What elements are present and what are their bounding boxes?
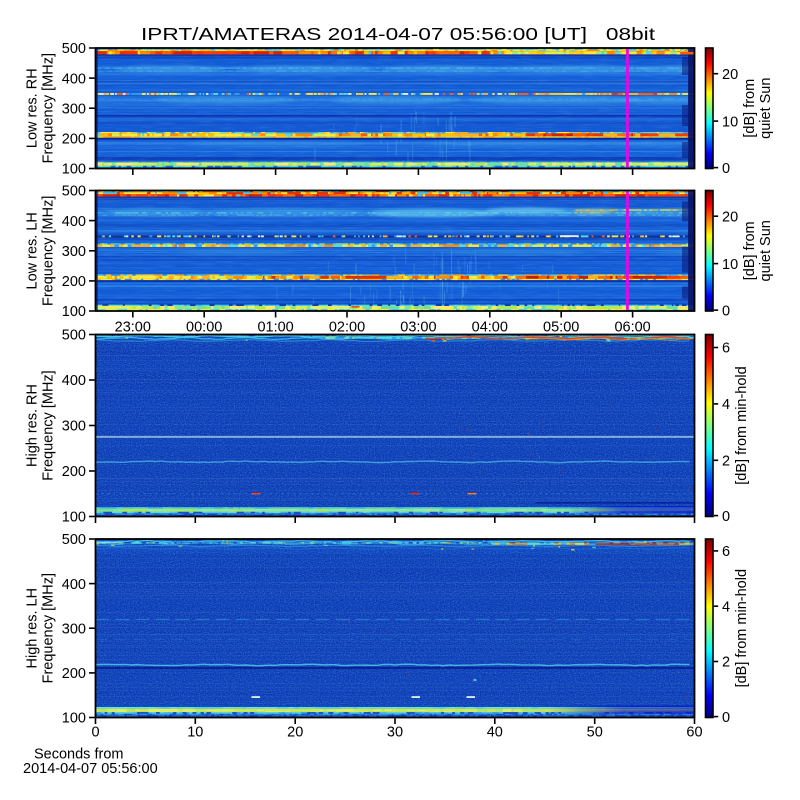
svg-text:Frequency [MHz]: Frequency [MHz] [41,196,57,306]
svg-text:300: 300 [62,102,86,118]
svg-text:4: 4 [722,599,730,615]
svg-text:0: 0 [722,710,730,726]
svg-text:6: 6 [722,341,730,357]
svg-text:2: 2 [722,454,730,470]
svg-text:0: 0 [722,509,730,525]
svg-text:Frequency [MHz]: Frequency [MHz] [41,53,57,163]
svg-text:[dB] from min-hold: [dB] from min-hold [734,569,750,687]
svg-text:05:00: 05:00 [543,320,579,336]
svg-text:4: 4 [722,397,730,413]
svg-text:20: 20 [287,725,303,741]
svg-text:500: 500 [62,41,86,57]
svg-text:100: 100 [62,162,86,178]
svg-text:500: 500 [62,184,86,200]
svg-text:500: 500 [62,532,86,548]
svg-text:01:00: 01:00 [257,320,293,336]
svg-text:quiet Sun: quiet Sun [758,78,774,139]
svg-text:Seconds from: Seconds from [34,747,123,763]
svg-text:200: 200 [62,132,86,148]
svg-text:40: 40 [487,725,503,741]
svg-text:100: 100 [62,711,86,727]
svg-text:30: 30 [387,725,403,741]
svg-text:60: 60 [686,725,702,741]
svg-text:High res. LH: High res. LH [25,588,41,669]
svg-text:50: 50 [587,725,603,741]
svg-text:20: 20 [722,209,738,225]
svg-text:04:00: 04:00 [472,320,508,336]
svg-text:Low res. LH: Low res. LH [25,212,41,289]
svg-text:2: 2 [722,655,730,671]
svg-text:200: 200 [62,274,86,290]
svg-text:Frequency [MHz]: Frequency [MHz] [41,573,57,683]
svg-text:6: 6 [722,544,730,560]
svg-text:300: 300 [62,622,86,638]
svg-text:300: 300 [62,244,86,260]
svg-text:0: 0 [722,161,730,177]
svg-text:200: 200 [62,464,86,480]
svg-text:02:00: 02:00 [329,320,365,336]
svg-text:300: 300 [62,419,86,435]
svg-text:20: 20 [722,67,738,83]
svg-text:0: 0 [722,303,730,319]
svg-text:High res. RH: High res. RH [25,384,41,467]
svg-text:0: 0 [91,725,99,741]
svg-text:400: 400 [62,71,86,87]
svg-text:00:00: 00:00 [186,320,222,336]
svg-text:200: 200 [62,666,86,682]
svg-text:Low res. RH: Low res. RH [25,68,41,148]
svg-text:10: 10 [187,725,203,741]
svg-text:23:00: 23:00 [115,320,151,336]
svg-text:10: 10 [722,257,738,273]
svg-text:quiet Sun: quiet Sun [758,220,774,281]
svg-text:100: 100 [62,304,86,320]
svg-text:06:00: 06:00 [614,320,650,336]
svg-text:2014-04-07 05:56:00: 2014-04-07 05:56:00 [23,761,158,777]
svg-text:400: 400 [62,214,86,230]
svg-text:[dB] from: [dB] from [742,221,758,280]
svg-text:03:00: 03:00 [400,320,436,336]
svg-text:10: 10 [722,114,738,130]
svg-text:IPRT/AMATERAS 2014-04-07 05:56: IPRT/AMATERAS 2014-04-07 05:56:00 [UT] 0… [141,24,655,44]
svg-text:[dB] from: [dB] from [742,79,758,138]
svg-text:500: 500 [62,328,86,344]
svg-text:400: 400 [62,373,86,389]
svg-text:100: 100 [62,510,86,526]
svg-text:Frequency [MHz]: Frequency [MHz] [41,370,57,480]
svg-text:[dB] from min-hold: [dB] from min-hold [734,366,750,484]
svg-text:400: 400 [62,577,86,593]
